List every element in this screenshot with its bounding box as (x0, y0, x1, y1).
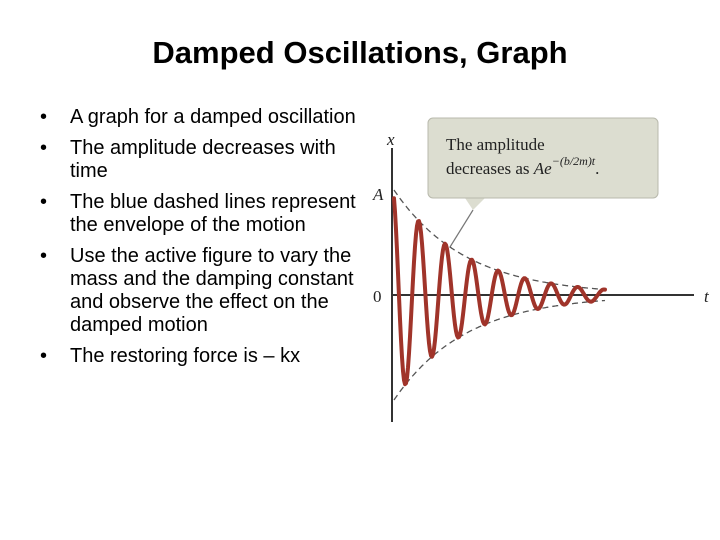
envelope-lower-dashed (393, 299, 606, 401)
x-axis-label: t (704, 287, 710, 306)
bullet-text: The blue dashed lines represent the enve… (70, 191, 356, 236)
bullet-text: The restoring force is – kx (70, 345, 301, 367)
amplitude-tick-label: A (372, 185, 384, 204)
amplitude-callout: The amplitude decreases as Ae−(b/2m)t. (427, 117, 659, 248)
amplitude-formula-exponent: −(b/2m)t (552, 154, 596, 168)
callout-line-2: decreases as Ae−(b/2m)t. (446, 154, 599, 178)
damped-oscillation-curve (392, 196, 607, 387)
bullet-item: • The blue dashed lines represent the env… (40, 191, 360, 237)
bullet-dot: • (40, 245, 48, 267)
bullet-dot: • (40, 191, 48, 213)
bullet-item: • The amplitude decreases with time (40, 137, 360, 183)
amplitude-formula: Ae (533, 159, 552, 178)
damped-oscillation-graph: The amplitude decreases as Ae−(b/2m)t. x… (372, 117, 710, 422)
slide-title: Damped Oscillations, Graph (152, 35, 568, 70)
bullet-item: • A graph for a damped oscillation (40, 106, 360, 129)
callout-line-2-prefix: decreases as (446, 159, 534, 178)
bullet-list: • A graph for a damped oscillation • The a… (40, 106, 360, 376)
bullet-item: • Use the active figure to vary the mass … (40, 245, 360, 337)
bullet-item: • The restoring force is – kx (40, 345, 360, 368)
callout-pointer (465, 198, 485, 210)
y-axis-label: x (386, 130, 395, 149)
damped-oscillation-figure: The amplitude decreases as Ae−(b/2m)t. x… (360, 110, 720, 430)
bullet-text: Use the active figure to vary the mass a… (70, 245, 354, 336)
callout-line-2-suffix: . (595, 159, 599, 178)
bullet-text: A graph for a damped oscillation (70, 106, 356, 128)
callout-leader-line (449, 209, 474, 248)
callout-box (427, 117, 659, 199)
bullet-text: The amplitude decreases with time (70, 137, 336, 182)
bullet-dot: • (40, 106, 48, 128)
callout-line-1: The amplitude (446, 135, 545, 154)
bullet-dot: • (40, 345, 48, 367)
bullet-dot: • (40, 137, 48, 159)
zero-tick-label: 0 (373, 287, 382, 306)
